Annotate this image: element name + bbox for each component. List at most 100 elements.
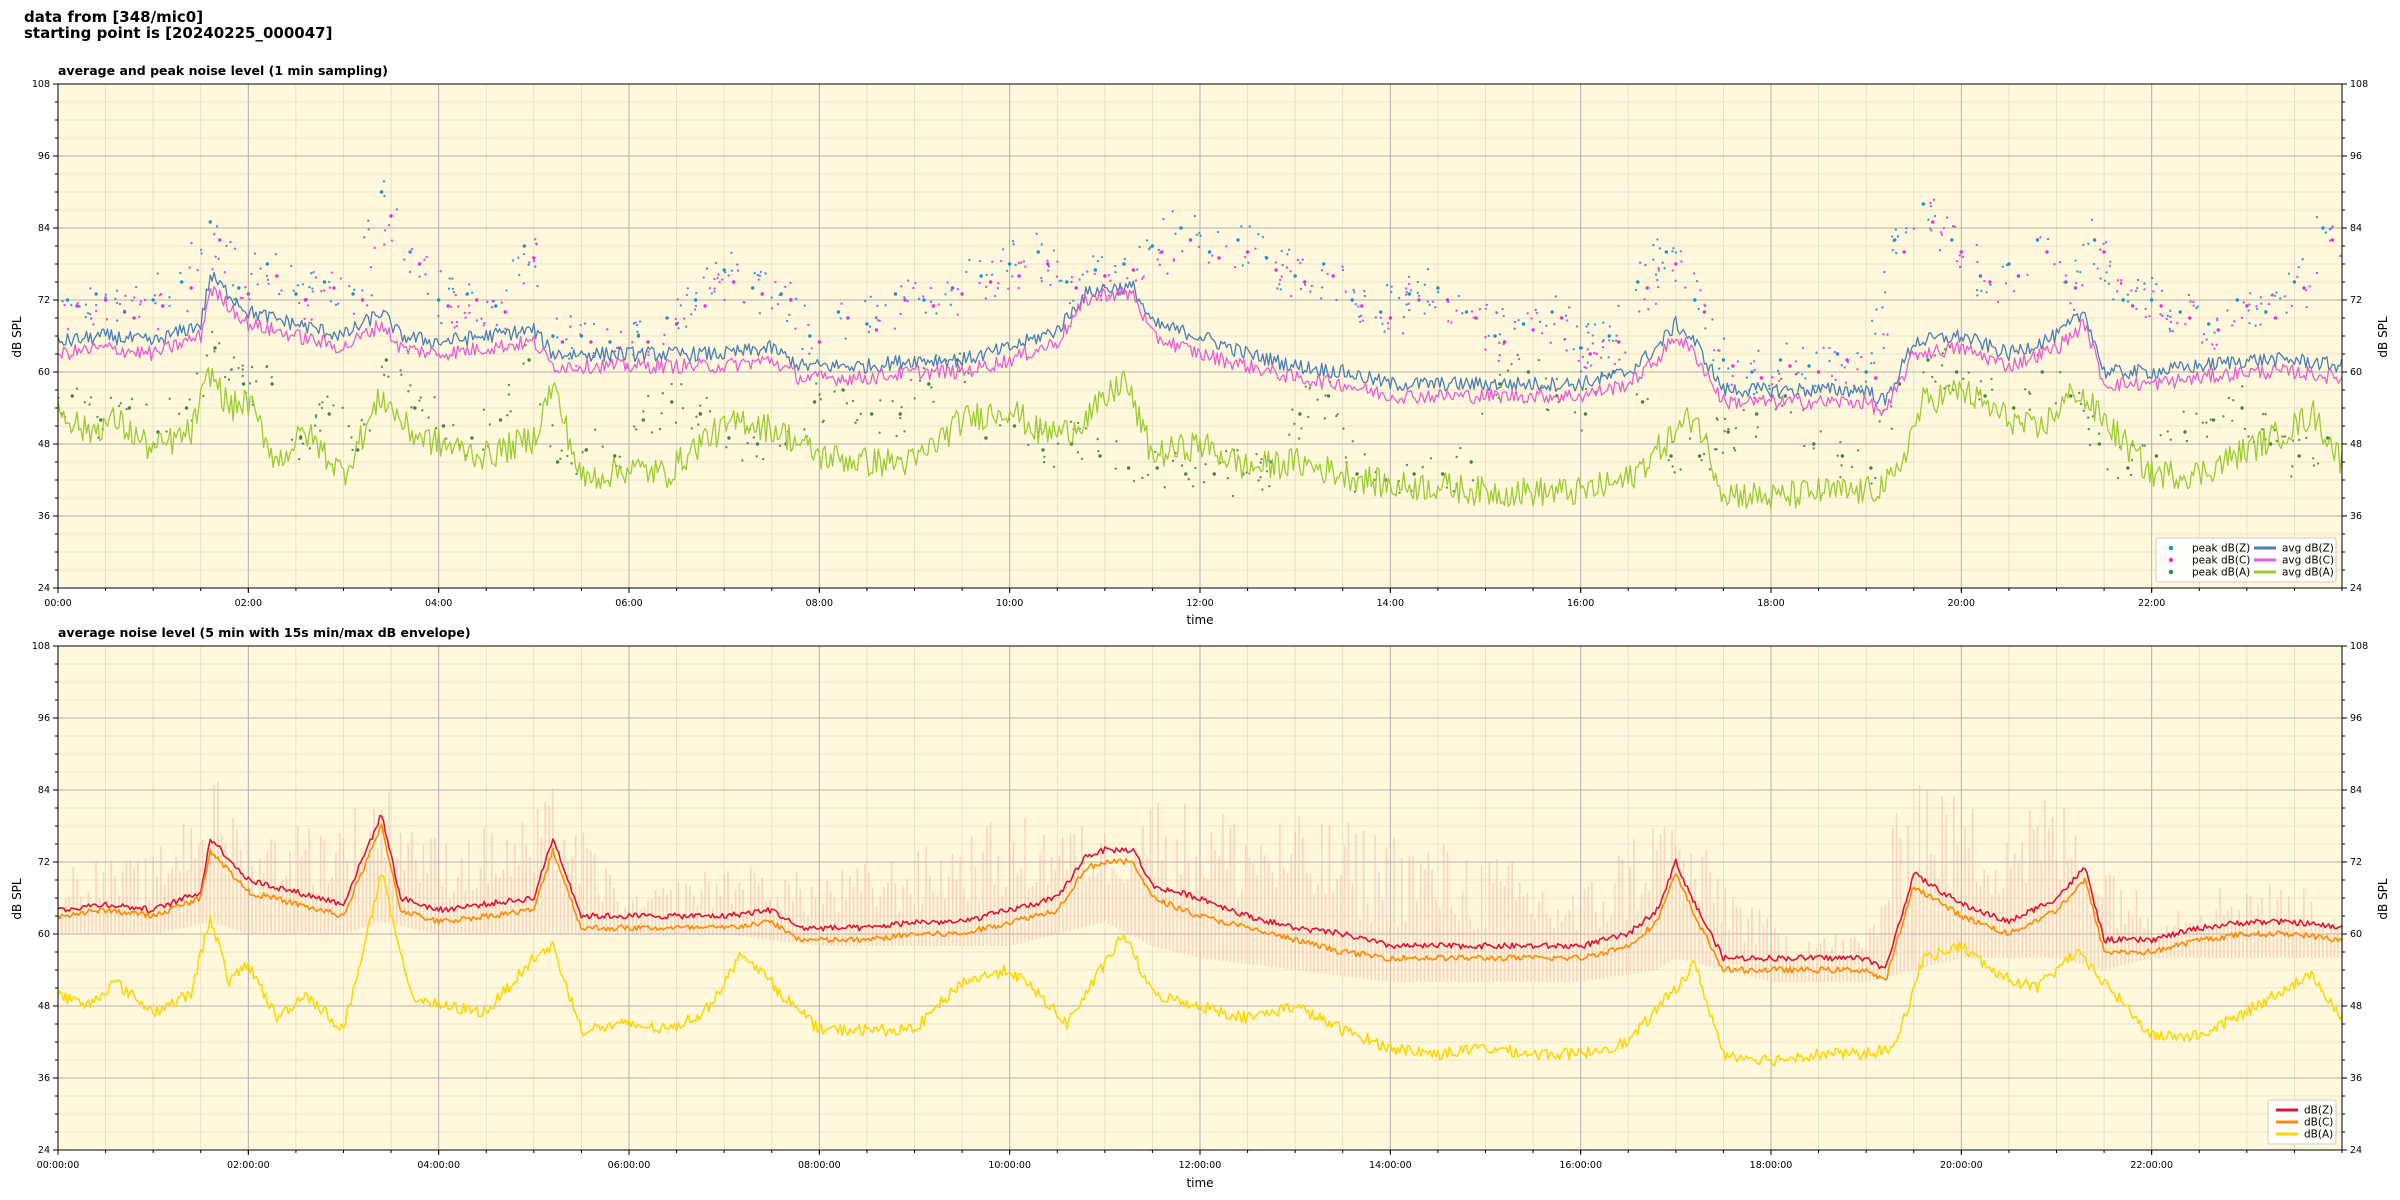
- scatter-point: [465, 292, 469, 296]
- scatter-point: [807, 323, 810, 327]
- scatter-point: [751, 286, 755, 290]
- scatter-point: [494, 304, 498, 308]
- scatter-point: [188, 398, 191, 401]
- scatter-point: [2152, 290, 2155, 293]
- scatter-point: [367, 228, 370, 231]
- scatter-point: [103, 298, 108, 302]
- scatter-point: [1727, 367, 1730, 370]
- scatter-point: [1307, 415, 1310, 419]
- scatter-point: [1778, 396, 1782, 399]
- scatter-point: [1107, 273, 1111, 277]
- scatter-point: [1679, 468, 1682, 471]
- scatter-point: [1544, 377, 1548, 380]
- scatter-point: [94, 309, 98, 313]
- scatter-point: [2148, 315, 2151, 318]
- panel-top-ylabel-right: dB SPL: [2376, 316, 2390, 358]
- scatter-point: [1040, 276, 1043, 280]
- scatter-point: [1027, 443, 1030, 447]
- plot-area-0: 24 24 36 36 48 48 60 60 72 72 84 84 96 96 108 108 00:00 0…: [32, 79, 2368, 609]
- scatter-point: [1778, 358, 1783, 362]
- scatter-point: [196, 269, 199, 272]
- x-tick-label: 18:00: [1757, 598, 1784, 609]
- scatter-point: [532, 260, 536, 263]
- scatter-point: [1397, 296, 1401, 300]
- scatter-point: [1353, 291, 1356, 294]
- scatter-point: [997, 282, 1000, 285]
- panel-bottom-title: average noise level (5 min with 15s min/…: [58, 625, 471, 640]
- scatter-point: [1320, 286, 1324, 289]
- scatter-point: [742, 301, 745, 304]
- scatter-point: [1618, 358, 1621, 361]
- scatter-point: [1836, 454, 1839, 457]
- scatter-point: [1065, 280, 1069, 284]
- scatter-point: [568, 357, 571, 360]
- scatter-point: [65, 298, 70, 302]
- x-tick-label: 04:00:00: [417, 1160, 460, 1171]
- scatter-point: [156, 272, 159, 275]
- legend-marker: [2168, 557, 2174, 563]
- scatter-point: [360, 298, 365, 302]
- scatter-point: [930, 386, 933, 389]
- scatter-point: [601, 445, 604, 448]
- scatter-point: [695, 291, 698, 295]
- scatter-point: [453, 326, 456, 329]
- scatter-point: [1990, 388, 1994, 391]
- scatter-point: [130, 397, 134, 401]
- scatter-point: [778, 444, 782, 447]
- scatter-point: [2120, 279, 2123, 282]
- scatter-point: [115, 301, 119, 305]
- scatter-point: [1932, 198, 1936, 202]
- scatter-point: [1126, 466, 1131, 470]
- scatter-point: [906, 300, 909, 303]
- scatter-point: [2088, 443, 2092, 447]
- x-tick-label: 00:00:00: [37, 1160, 80, 1171]
- scatter-point: [1704, 327, 1707, 330]
- scatter-point: [1942, 226, 1946, 230]
- scatter-point: [690, 312, 693, 316]
- scatter-point: [803, 428, 806, 431]
- scatter-point: [2092, 238, 2097, 242]
- scatter-point: [2016, 274, 2021, 278]
- scatter-point: [1316, 398, 1319, 401]
- scatter-point: [1902, 250, 1906, 254]
- scatter-point: [208, 220, 212, 224]
- scatter-point: [1172, 259, 1175, 262]
- scatter-point: [1114, 264, 1117, 268]
- scatter-point: [382, 180, 386, 183]
- scatter-point: [581, 451, 584, 454]
- scatter-point: [125, 407, 128, 411]
- scatter-point: [470, 436, 474, 440]
- scatter-point: [1210, 254, 1214, 257]
- scatter-point: [464, 316, 467, 320]
- scatter-point: [1279, 288, 1282, 291]
- scatter-point: [1155, 466, 1159, 470]
- legend-box: [2155, 537, 2337, 583]
- scatter-point: [2321, 226, 2325, 230]
- scatter-point: [884, 304, 887, 307]
- scatter-point: [1657, 285, 1660, 289]
- x-tick-label: 12:00:00: [1179, 1160, 1222, 1171]
- scatter-point: [297, 457, 301, 461]
- scatter-point: [1635, 393, 1638, 396]
- scatter-point: [1611, 339, 1615, 343]
- scatter-point: [1052, 465, 1056, 468]
- scatter-point: [956, 313, 960, 316]
- scatter-point: [1320, 269, 1324, 272]
- x-tick-label: 04:00: [425, 598, 452, 609]
- scatter-point: [993, 294, 997, 298]
- scatter-point: [1358, 315, 1361, 318]
- scatter-point: [1114, 467, 1117, 470]
- scatter-point: [70, 394, 74, 398]
- scatter-point: [1559, 316, 1564, 320]
- scatter-point: [764, 272, 767, 275]
- scatter-point: [1352, 288, 1355, 292]
- scatter-point: [865, 322, 869, 326]
- scatter-point: [399, 369, 402, 372]
- scatter-point: [139, 300, 143, 303]
- scatter-point: [594, 428, 597, 431]
- scatter-point: [1076, 421, 1080, 425]
- scatter-point: [1989, 283, 1992, 287]
- scatter-point: [560, 449, 563, 452]
- scatter-point: [379, 190, 384, 194]
- scatter-point: [1674, 262, 1678, 266]
